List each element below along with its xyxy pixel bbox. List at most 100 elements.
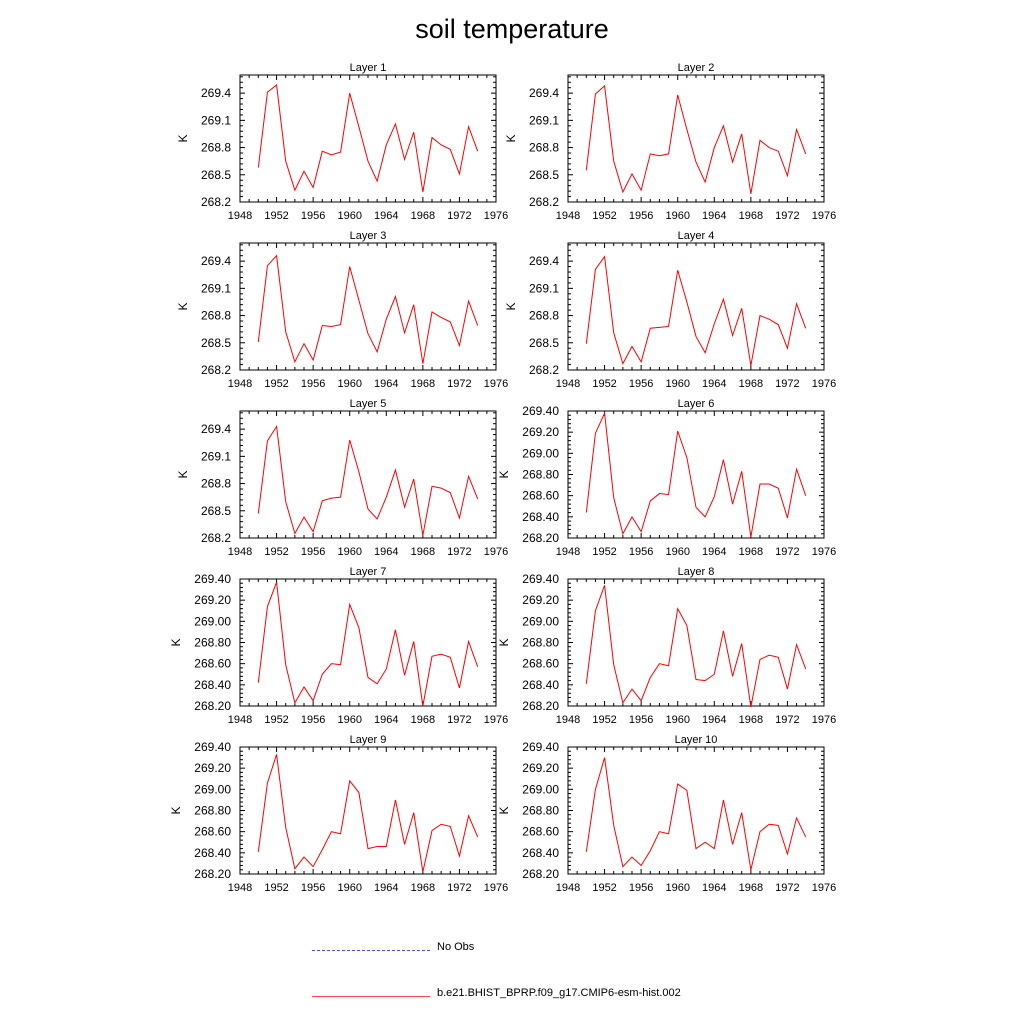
series-line	[585, 84, 807, 194]
y-tick-label: 268.8	[201, 141, 231, 155]
x-tick-label: 1976	[484, 882, 508, 894]
x-tick-label: 1968	[739, 714, 763, 726]
y-tick-label: 269.4	[201, 422, 231, 436]
x-tick-label: 1968	[739, 378, 763, 390]
x-tick-label: 1968	[411, 378, 435, 390]
series-line	[257, 424, 479, 536]
x-tick-label: 1952	[264, 714, 288, 726]
y-tick-label: 269.20	[194, 761, 231, 775]
y-tick-label: 269.4	[529, 254, 559, 268]
y-tick-label: 268.80	[194, 636, 231, 650]
y-tick-label: 269.00	[522, 782, 559, 796]
x-tick-label: 1964	[702, 714, 726, 726]
x-tick-label: 1964	[374, 210, 398, 222]
x-tick-label: 1964	[374, 714, 398, 726]
y-axis-label: K	[504, 134, 518, 142]
x-tick-label: 1960	[337, 378, 361, 390]
y-tick-label: 269.1	[201, 113, 231, 127]
y-tick-label: 268.2	[201, 531, 231, 545]
panel-layer-10: Layer 10 1948 1952 1956 1960 1964 1968 1972 1976…	[497, 734, 836, 894]
panel-layer-1: Layer 1 1948 1952 1956 1960 1964 1968 1972 1976 2…	[176, 62, 508, 222]
x-tick-label: 1956	[301, 882, 325, 894]
y-tick-label: 269.00	[194, 614, 231, 628]
y-tick-label: 268.20	[194, 699, 231, 713]
y-tick-label: 268.80	[522, 468, 559, 482]
x-tick-label: 1952	[592, 546, 616, 558]
x-tick-label: 1956	[629, 882, 653, 894]
x-tick-label: 1972	[447, 210, 471, 222]
plot-frame	[239, 74, 497, 203]
x-tick-label: 1952	[264, 882, 288, 894]
x-tick-label: 1948	[556, 546, 580, 558]
panel-title: Layer 10	[675, 734, 718, 746]
y-axis-label: K	[497, 806, 511, 814]
y-tick-label: 269.40	[522, 404, 559, 418]
x-tick-label: 1976	[812, 378, 836, 390]
x-tick-label: 1972	[447, 714, 471, 726]
x-tick-label: 1948	[228, 882, 252, 894]
x-tick-label: 1956	[301, 546, 325, 558]
legend-swatch-solid	[312, 996, 430, 997]
y-tick-label: 269.00	[522, 614, 559, 628]
y-tick-label: 269.4	[201, 86, 231, 100]
x-tick-label: 1964	[374, 378, 398, 390]
y-tick-label: 269.20	[522, 425, 559, 439]
series-line	[585, 757, 807, 870]
x-tick-label: 1948	[556, 210, 580, 222]
y-tick-label: 269.40	[194, 572, 231, 586]
x-tick-label: 1968	[739, 546, 763, 558]
y-tick-label: 269.40	[522, 740, 559, 754]
y-tick-label: 268.2	[201, 195, 231, 209]
y-tick-label: 269.20	[194, 593, 231, 607]
y-axis-label: K	[169, 638, 183, 646]
x-tick-label: 1964	[702, 378, 726, 390]
series-line	[257, 581, 479, 707]
x-tick-label: 1976	[812, 210, 836, 222]
y-axis-label: K	[176, 302, 190, 310]
y-tick-label: 268.80	[194, 804, 231, 818]
x-tick-label: 1956	[301, 714, 325, 726]
x-tick-label: 1968	[739, 882, 763, 894]
x-tick-label: 1952	[264, 378, 288, 390]
panel-layer-6: Layer 6 1948 1952 1956 1960 1964 1968 1972 1976 2…	[497, 398, 836, 558]
x-tick-label: 1956	[301, 210, 325, 222]
x-tick-label: 1972	[447, 882, 471, 894]
y-tick-label: 268.8	[529, 141, 559, 155]
panel-layer-7: Layer 7 1948 1952 1956 1960 1964 1968 1972 1976 2…	[169, 566, 508, 726]
x-tick-label: 1960	[665, 378, 689, 390]
series-line	[585, 255, 807, 366]
x-tick-label: 1952	[264, 546, 288, 558]
x-tick-label: 1948	[556, 882, 580, 894]
legend-label-model: b.e21.BHIST_BPRP.f09_g17.CMIP6-esm-hist.…	[437, 987, 681, 999]
legend-item-model: b.e21.BHIST_BPRP.f09_g17.CMIP6-esm-hist.…	[0, 987, 1024, 1007]
x-tick-label: 1964	[702, 546, 726, 558]
y-tick-label: 268.60	[522, 489, 559, 503]
x-tick-label: 1960	[665, 546, 689, 558]
panel-title: Layer 2	[678, 62, 715, 74]
series-line	[257, 84, 479, 193]
y-tick-label: 268.8	[201, 309, 231, 323]
y-axis-label: K	[169, 806, 183, 814]
x-tick-label: 1952	[592, 378, 616, 390]
legend-item-no-obs: No Obs	[0, 941, 1024, 961]
y-tick-label: 268.5	[201, 168, 231, 182]
x-tick-label: 1972	[447, 378, 471, 390]
panel-title: Layer 7	[350, 566, 387, 578]
figure-title: soil temperature	[415, 14, 609, 44]
y-tick-label: 269.20	[522, 593, 559, 607]
x-tick-label: 1960	[665, 210, 689, 222]
x-tick-label: 1964	[702, 210, 726, 222]
y-tick-label: 268.5	[201, 504, 231, 518]
x-tick-label: 1956	[629, 378, 653, 390]
x-tick-label: 1968	[411, 714, 435, 726]
y-tick-label: 268.80	[522, 804, 559, 818]
x-tick-label: 1948	[556, 714, 580, 726]
x-tick-label: 1960	[337, 882, 361, 894]
x-tick-label: 1948	[228, 210, 252, 222]
x-tick-label: 1960	[337, 714, 361, 726]
y-tick-label: 268.5	[529, 336, 559, 350]
x-tick-label: 1972	[775, 714, 799, 726]
x-tick-label: 1976	[812, 714, 836, 726]
plot-frame	[239, 242, 497, 371]
y-tick-label: 268.40	[522, 678, 559, 692]
